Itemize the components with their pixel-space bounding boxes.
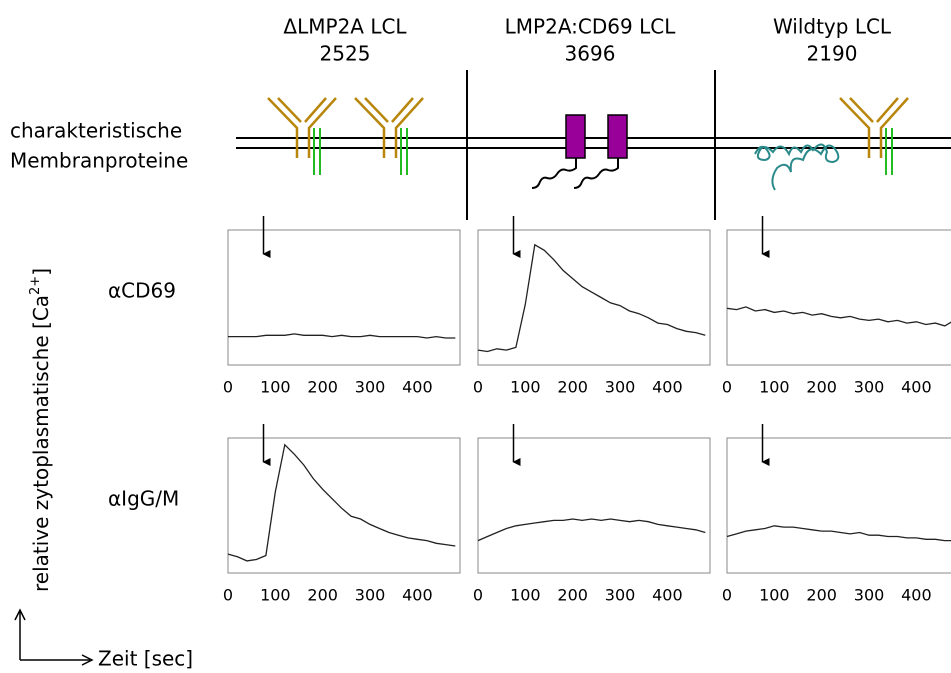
x-tick-label: 0 bbox=[473, 586, 483, 605]
x-tick-label: 400 bbox=[652, 586, 683, 605]
x-tick-label: 200 bbox=[557, 378, 588, 397]
x-axis-label: Zeit [sec] bbox=[98, 647, 193, 671]
plot-frame bbox=[726, 437, 951, 574]
x-tick-label: 400 bbox=[901, 586, 932, 605]
x-tick-label: 300 bbox=[605, 378, 636, 397]
x-tick-label: 200 bbox=[307, 586, 338, 605]
membrane-label: charakteristische bbox=[10, 119, 182, 143]
y-axis-label-text: relative zytoplasmatische [Ca bbox=[29, 295, 53, 592]
x-tick-label: 100 bbox=[260, 586, 291, 605]
x-tick-label: 300 bbox=[854, 378, 885, 397]
x-tick-label: 100 bbox=[260, 378, 291, 397]
plot-frame bbox=[227, 437, 461, 574]
trace bbox=[726, 525, 951, 542]
row-label: αCD69 bbox=[108, 279, 176, 303]
trace bbox=[228, 333, 456, 339]
x-tick-label: 200 bbox=[557, 586, 588, 605]
plot-frame bbox=[227, 229, 461, 366]
y-axis-label-closing: ] bbox=[29, 268, 53, 276]
x-tick-label: 300 bbox=[854, 586, 885, 605]
x-tick-label: 200 bbox=[806, 378, 837, 397]
membrane-label: Membranproteine bbox=[10, 149, 188, 173]
x-tick-label: 0 bbox=[223, 586, 233, 605]
x-tick-label: 300 bbox=[605, 586, 636, 605]
x-tick-label: 0 bbox=[722, 378, 732, 397]
x-tick-label: 300 bbox=[355, 378, 386, 397]
x-tick-label: 100 bbox=[759, 378, 790, 397]
x-tick-label: 300 bbox=[355, 586, 386, 605]
column-id: 2190 bbox=[807, 42, 858, 66]
axis-arrows bbox=[14, 608, 94, 666]
x-tick-label: 0 bbox=[722, 586, 732, 605]
x-tick-label: 100 bbox=[510, 378, 541, 397]
membrane-diagram bbox=[236, 70, 951, 220]
x-tick-label: 100 bbox=[510, 586, 541, 605]
x-tick-label: 400 bbox=[652, 378, 683, 397]
column-title: LMP2A:CD69 LCL bbox=[505, 15, 677, 39]
plot-frame bbox=[477, 229, 711, 366]
x-tick-label: 200 bbox=[806, 586, 837, 605]
x-tick-label: 400 bbox=[402, 586, 433, 605]
trace bbox=[726, 306, 951, 327]
column-id: 2525 bbox=[320, 42, 371, 66]
trace bbox=[227, 443, 456, 562]
x-tick-label: 400 bbox=[402, 378, 433, 397]
y-axis-label: relative zytoplasmatische [Ca2+] bbox=[28, 268, 53, 592]
x-tick-label: 0 bbox=[473, 378, 483, 397]
column-id: 3696 bbox=[565, 42, 616, 66]
plot-frame bbox=[726, 229, 951, 366]
plot-frame bbox=[477, 437, 711, 574]
x-tick-label: 100 bbox=[759, 586, 790, 605]
trace bbox=[477, 243, 706, 353]
x-tick-label: 400 bbox=[901, 378, 932, 397]
x-tick-label: 200 bbox=[307, 378, 338, 397]
x-tick-label: 0 bbox=[223, 378, 233, 397]
column-title: Wildtyp LCL bbox=[773, 15, 892, 39]
column-title: ΔLMP2A LCL bbox=[283, 15, 407, 39]
y-axis-label-superscript: 2+ bbox=[28, 276, 43, 295]
trace bbox=[477, 518, 706, 542]
row-label: αIgG/M bbox=[108, 487, 179, 511]
